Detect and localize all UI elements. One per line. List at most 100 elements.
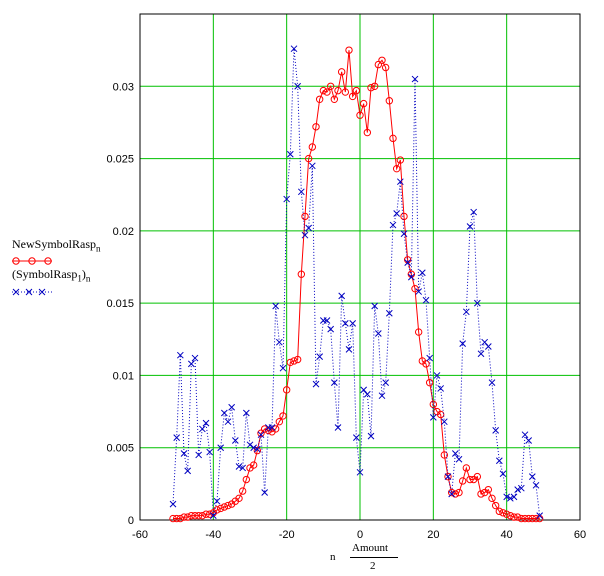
series-2-point bbox=[176, 351, 184, 359]
series-1-point bbox=[381, 63, 390, 72]
y-axis: 0 0.005 0.01 0.015 0.02 0.025 0.03 bbox=[106, 81, 134, 527]
y-tick-label: 0.03 bbox=[113, 81, 134, 93]
series-2-point bbox=[385, 309, 393, 317]
series-1-point bbox=[297, 270, 306, 278]
series-1-point bbox=[238, 487, 247, 495]
series-2-point bbox=[184, 467, 192, 475]
y-tick-label: 0.005 bbox=[106, 443, 134, 455]
series-1-point bbox=[220, 503, 229, 511]
series-2-point bbox=[279, 364, 287, 372]
series-1-point bbox=[363, 128, 372, 137]
series-2-point bbox=[532, 481, 540, 489]
series-2-point bbox=[338, 292, 346, 300]
series-2-point bbox=[213, 497, 221, 505]
series-2-point bbox=[514, 486, 522, 493]
series-2-point bbox=[459, 340, 467, 347]
series-1-point bbox=[194, 511, 203, 520]
series-1-point bbox=[249, 461, 258, 469]
series-1-point bbox=[183, 513, 192, 521]
series-1-point bbox=[524, 514, 533, 523]
series-2-point bbox=[257, 431, 265, 439]
series-2-point bbox=[327, 325, 335, 333]
y-tick-label: 0.025 bbox=[106, 154, 134, 166]
series-1-point bbox=[286, 358, 295, 367]
series-2-point bbox=[444, 473, 452, 480]
series-2-point bbox=[220, 409, 228, 417]
series-1-point bbox=[279, 412, 287, 420]
series-2-point bbox=[228, 403, 236, 411]
series-2-point bbox=[429, 414, 437, 421]
legend: NewSymbolRaspn (SymbolRasp1)n bbox=[12, 236, 101, 297]
series-2-point bbox=[517, 484, 525, 492]
series-2-point bbox=[261, 489, 269, 496]
series-1-point bbox=[447, 488, 456, 497]
series-1-point bbox=[510, 513, 518, 521]
series-1-point bbox=[436, 410, 445, 419]
series-2-point bbox=[312, 380, 320, 388]
series-2-point bbox=[334, 424, 342, 431]
series-2 bbox=[169, 45, 544, 520]
series-1-point bbox=[455, 488, 463, 497]
series-2-point bbox=[217, 444, 225, 452]
series-2-point bbox=[466, 223, 474, 230]
series-1-point bbox=[319, 86, 328, 95]
series-2-point bbox=[407, 273, 415, 281]
series-1-point bbox=[440, 451, 449, 459]
series-1-point bbox=[477, 490, 485, 498]
x-axis: -60 -40 -20 0 20 40 60 bbox=[132, 529, 586, 541]
series-1-point bbox=[458, 477, 467, 485]
series-1-point bbox=[337, 68, 346, 76]
series-2-point bbox=[382, 379, 390, 387]
series-1-point bbox=[187, 511, 196, 520]
series-1-point bbox=[308, 143, 317, 151]
x-tick-label: -60 bbox=[132, 529, 148, 541]
series-2-point bbox=[290, 45, 298, 53]
x-tick-label: 40 bbox=[501, 529, 513, 541]
series-2-point bbox=[272, 302, 280, 310]
series-1-point bbox=[172, 514, 181, 523]
series-1-point bbox=[370, 82, 379, 90]
series-1-point bbox=[473, 472, 482, 481]
series-1-point bbox=[290, 357, 298, 365]
series-1-point bbox=[389, 134, 397, 143]
series-1-point bbox=[392, 164, 401, 173]
series-2-point bbox=[462, 308, 470, 316]
series-1-point bbox=[502, 510, 511, 518]
series-2-point bbox=[455, 455, 463, 463]
series-2-point bbox=[198, 425, 206, 433]
series-2-point bbox=[275, 338, 283, 346]
series-2-point bbox=[451, 450, 459, 457]
series-1-point bbox=[260, 425, 269, 433]
series-2-point bbox=[253, 445, 261, 453]
series-1-point bbox=[235, 494, 243, 503]
x-axis-label-numerator: Amount bbox=[352, 542, 389, 554]
series-1-point bbox=[191, 511, 199, 520]
series-1-point bbox=[224, 501, 232, 510]
series-2-point bbox=[246, 441, 254, 449]
series-2-point bbox=[477, 350, 485, 358]
series-2-point bbox=[536, 512, 544, 520]
series-2-point bbox=[484, 343, 492, 350]
series-2-point bbox=[528, 473, 536, 480]
series-2-point bbox=[525, 437, 533, 444]
series-1-point bbox=[532, 514, 540, 523]
x-tick-label: 20 bbox=[427, 529, 439, 541]
series-2-point bbox=[224, 418, 232, 426]
series-1-line bbox=[173, 50, 540, 520]
series-2-point bbox=[286, 150, 294, 158]
series-1-point bbox=[180, 513, 188, 521]
series-1-point bbox=[422, 360, 430, 368]
series-1-point bbox=[334, 86, 342, 95]
series-1-point bbox=[466, 475, 474, 484]
series-2-point bbox=[323, 317, 331, 324]
series-1-point bbox=[257, 429, 265, 437]
series-2-point bbox=[506, 494, 514, 502]
series-2-point bbox=[330, 379, 338, 387]
series-1-point bbox=[341, 88, 350, 96]
series-2-point bbox=[235, 463, 243, 470]
x-axis-label-denominator: 2 bbox=[370, 560, 376, 572]
series-1-point bbox=[216, 504, 225, 513]
series-1-point bbox=[528, 514, 537, 523]
series-2-point bbox=[473, 299, 481, 307]
